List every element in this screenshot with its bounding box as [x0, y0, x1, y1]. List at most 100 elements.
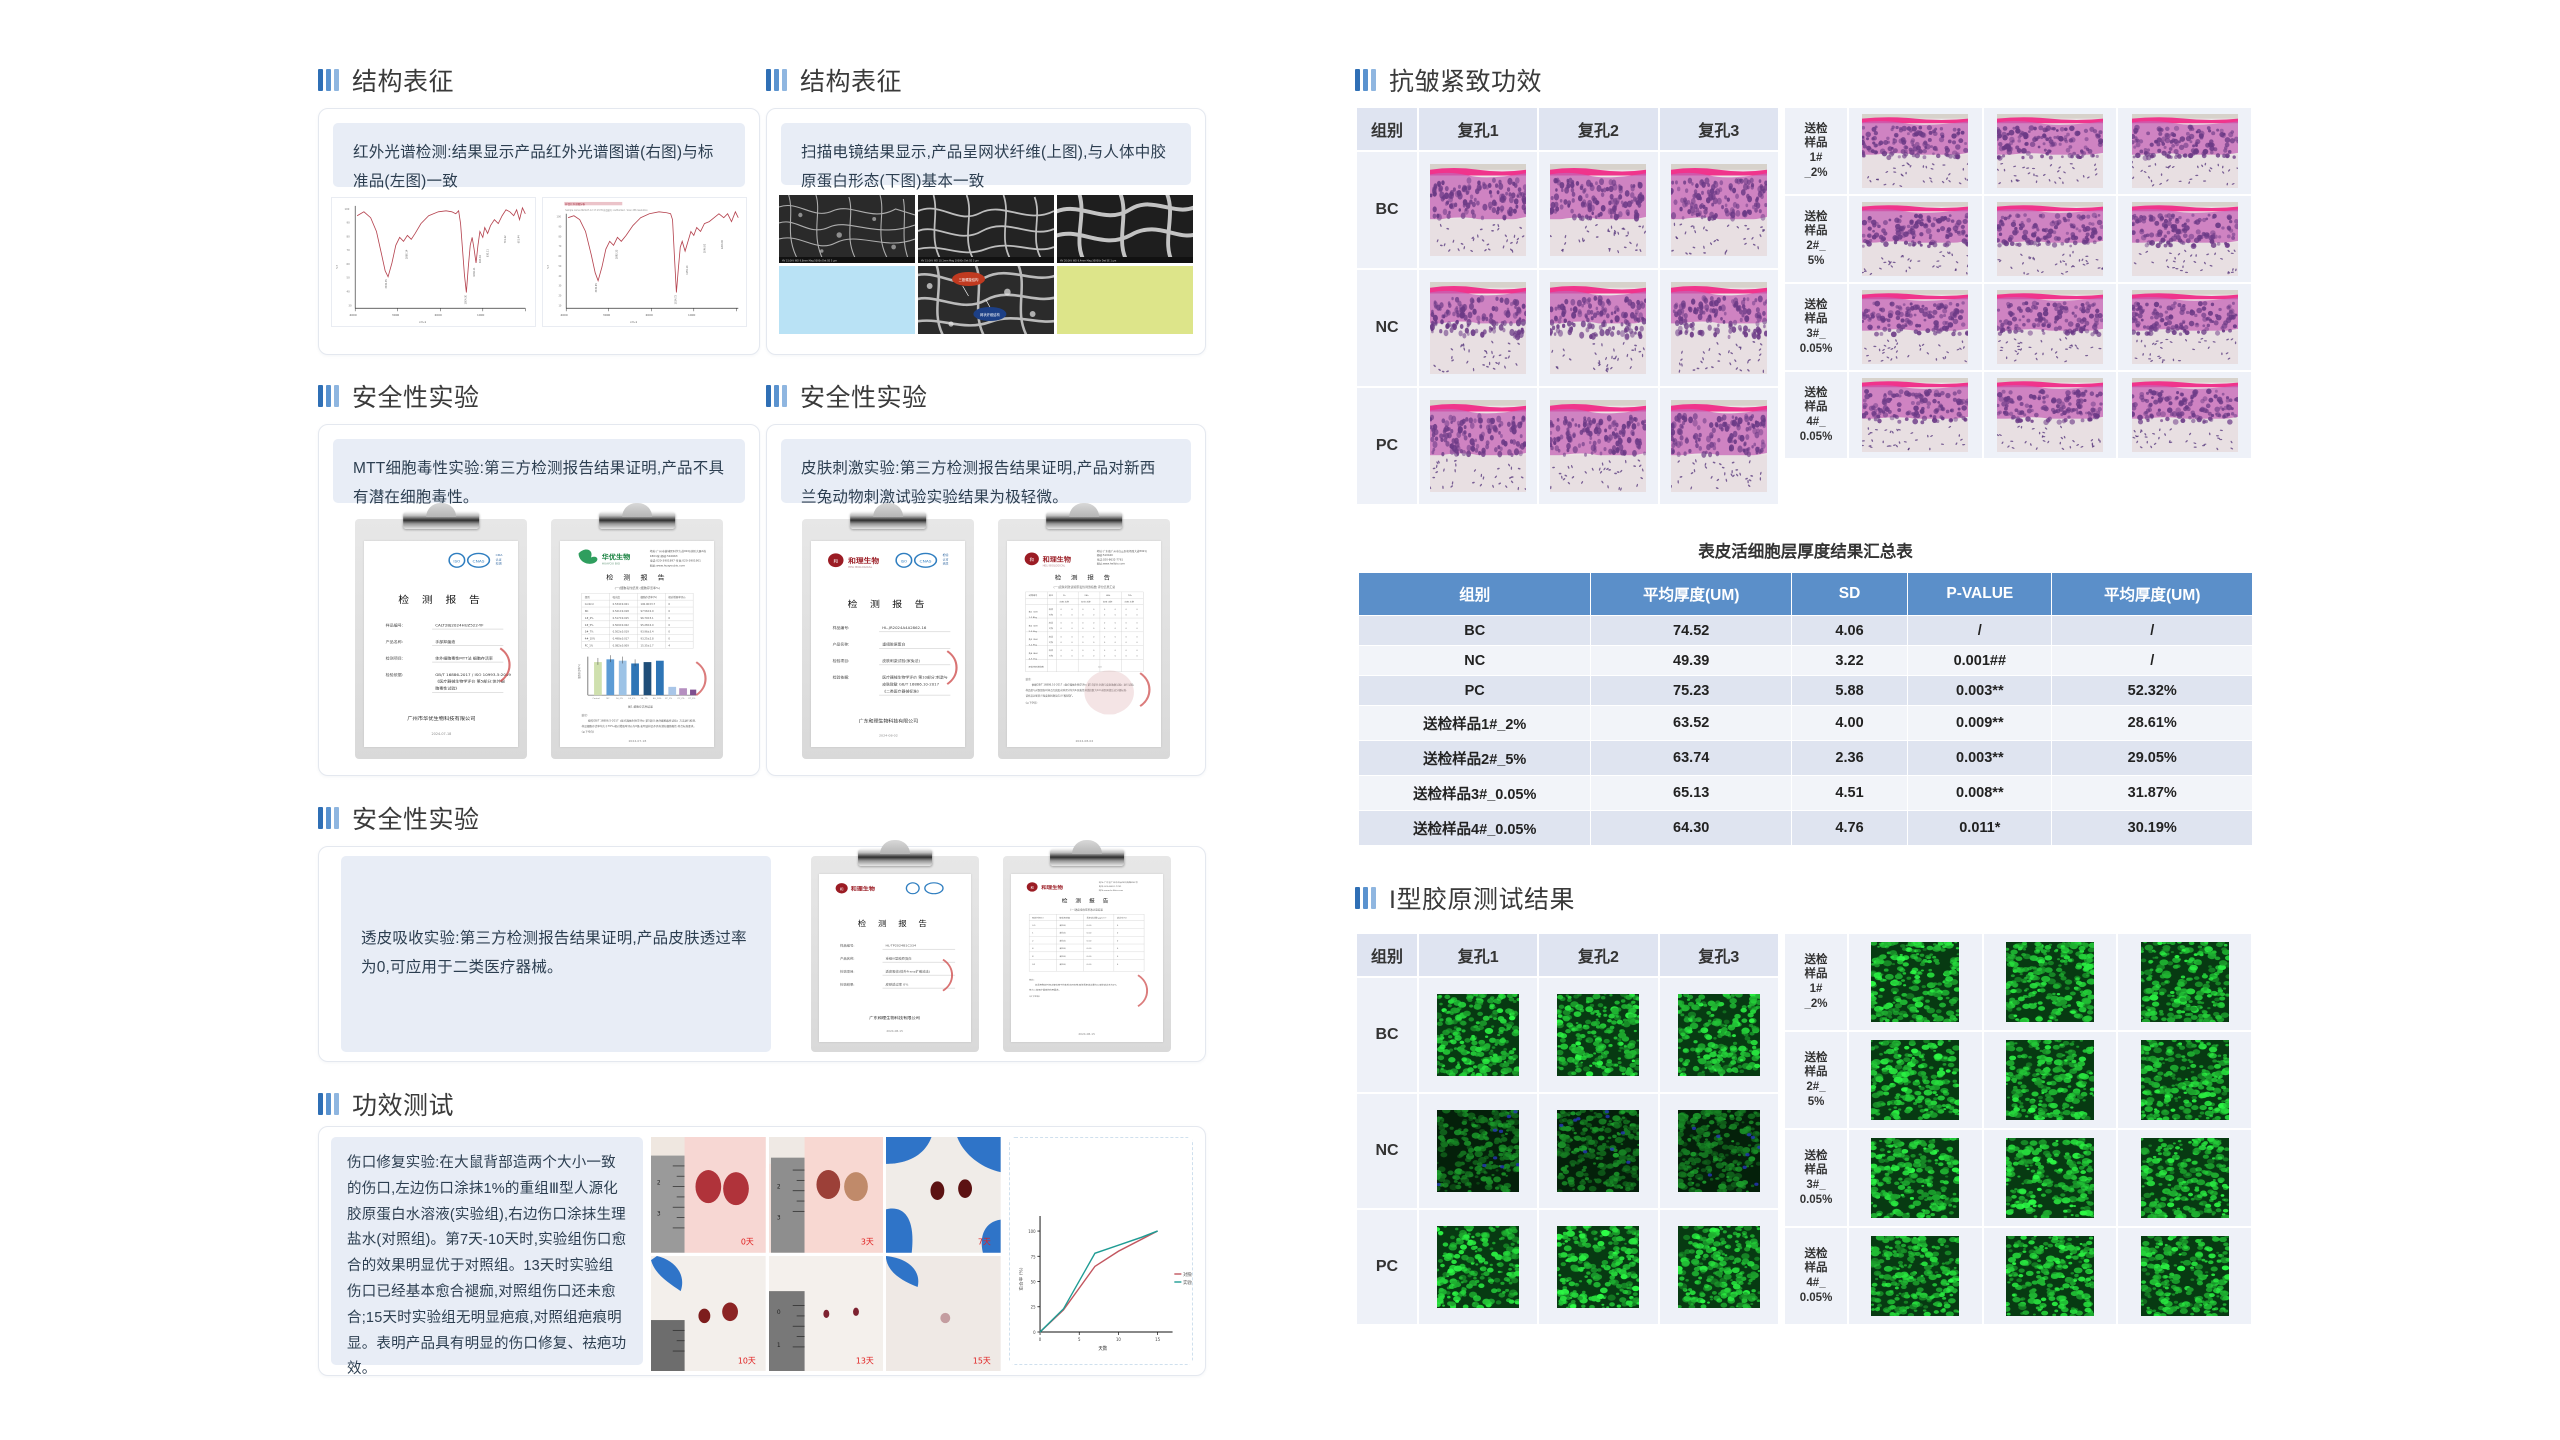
svg-text:邮编:510440: 邮编:510440: [1096, 553, 1113, 557]
section-heading-safety-mtt: 安全性实验: [318, 378, 480, 414]
svg-text:1801室 邮编:510663: 1801室 邮编:510663: [649, 554, 677, 558]
section-title: 抗皱紧致功效: [1389, 68, 1543, 96]
histology-image-cell: [2118, 108, 2251, 194]
table-row: 送检样品4#_0.05% 64.30 4.76 0.011* 30.19%: [1357, 810, 2253, 846]
fluorescence-micrograph: [1434, 1223, 1522, 1311]
histology-micrograph: [1548, 282, 1648, 374]
fluorescence-micrograph: [2137, 940, 2233, 1025]
sample-label: 送检 样品 3#_ 0.05%: [1785, 1130, 1847, 1226]
collagen-image-cell: [1419, 1094, 1538, 1208]
th-group: 组别: [1357, 934, 1417, 976]
svg-text:30: 30: [558, 285, 561, 288]
svg-text:0.00: 0.00: [1087, 963, 1093, 965]
svg-text:红斑 水肿: 红斑 水肿: [1103, 599, 1112, 603]
svg-text:《二类医疗器械标准》: 《二类医疗器械标准》: [882, 688, 921, 693]
svg-text:样品红外谱图分析: 样品红外谱图分析: [565, 202, 585, 206]
table-cell: 0.009**: [1907, 705, 2053, 741]
svg-text:0: 0: [1060, 622, 1062, 624]
section-bars-icon: [766, 385, 787, 407]
svg-text:HV 15.0kV WD 9.8mm Mag 5000x: HV 15.0kV WD 9.8mm Mag 5000x Det SE 5 µm: [782, 259, 838, 262]
column-header: 平均厚度(UM): [1590, 572, 1792, 616]
sample-label: 送检 样品 2#_ 5%: [1785, 196, 1847, 282]
svg-text:符合二类医疗器械的应用要求。: 符合二类医疗器械的应用要求。: [1030, 988, 1062, 992]
table-cell: 送检样品3#_0.05%: [1357, 775, 1592, 811]
table-row: PC 75.23 5.88 0.003** 52.32%: [1357, 675, 2253, 706]
fluorescence-micrograph: [1675, 1107, 1764, 1195]
histology-table-main: 组别 复孔1 复孔2 复孔3 BC NC: [1355, 106, 1780, 506]
thickness-table-block: 表皮活细胞层厚度结果汇总表 组别 平均厚度(UM) SD P-VALUE 平均厚度(UM…: [1357, 538, 2253, 846]
section-bars-icon: [318, 1093, 339, 1115]
svg-text:0: 0: [1071, 628, 1073, 630]
svg-text:(以下空白): (以下空白): [1025, 700, 1037, 704]
fluorescence-micrograph: [2137, 1038, 2233, 1123]
svg-text:0: 0: [1117, 940, 1119, 942]
table-cell: 63.74: [1590, 740, 1792, 776]
histology-micrograph: [1548, 400, 1648, 492]
table-collagen-samples: 送检 样品 1# _2% 送检 样品 2#_ 5% 送检 样品 3#_ 0.05% 送检 样品 4#_…: [1783, 932, 2253, 1326]
svg-text:兔2 (2#): 兔2 (2#): [1028, 623, 1037, 627]
svg-text:1000: 1000: [477, 313, 484, 317]
svg-text:体外细胞毒性MTT法 细胞存活率: 体外细胞毒性MTT法 细胞存活率: [435, 655, 493, 660]
svg-text:HUAYOU BIO: HUAYOU BIO: [601, 561, 620, 565]
section-title: I型胶原测试结果: [1389, 886, 1575, 914]
svg-text:0.00: 0.00: [1087, 956, 1093, 958]
histology-image-cell: [1659, 152, 1778, 268]
svg-text:2000: 2000: [645, 313, 652, 317]
th-rep3: 复孔3: [1659, 108, 1778, 150]
table-row: PC: [1357, 1210, 1778, 1324]
table-cell: PC: [1357, 675, 1592, 706]
svg-text:4: 4: [1033, 948, 1035, 950]
svg-text:检 测 报 告: 检 测 报 告: [1062, 897, 1112, 904]
svg-text:10: 10: [558, 304, 561, 307]
section-title: 结构表征: [800, 68, 903, 96]
svg-text:0: 0: [1071, 614, 1073, 616]
svg-text:0.00: 0.00: [1087, 925, 1093, 927]
svg-text:累积透过量(μg/cm²): 累积透过量(μg/cm²): [1087, 915, 1107, 919]
svg-text:细胞存活率(%): 细胞存活率(%): [577, 663, 581, 678]
svg-text:检测项目:: 检测项目:: [385, 655, 402, 660]
certificate-perm-data: 和 和理生物 地址:广东省广州市白云区机场路892号 电话:020-8632-7…: [1003, 849, 1171, 1052]
svg-text:0: 0: [1125, 614, 1127, 616]
svg-text:检 测 报 告: 检 测 报 告: [606, 573, 668, 581]
collagen-image-cell: [1983, 1032, 2117, 1128]
svg-text:Control: Control: [584, 603, 593, 606]
svg-text:0: 0: [1060, 650, 1062, 652]
svg-text:0.00: 0.00: [1087, 940, 1093, 942]
section-title: 结构表征: [352, 68, 455, 96]
note-mtt: MTT细胞毒性实验:第三方检测报告结果证明,产品不具有潜在细胞毒性。: [333, 439, 745, 506]
svg-text:HV 20.0kV WD 9.4mm Mag 30000: HV 20.0kV WD 9.4mm Mag 30000x Det SE 1 µ…: [1060, 259, 1117, 262]
histology-table-samples: 送检 样品 1# _2% 送检 样品 2#_ 5%: [1783, 106, 2253, 460]
table-cell: 75.23: [1590, 675, 1792, 706]
wound-photo-day3: 2 3 3天: [768, 1137, 884, 1253]
section-bars-icon: [318, 69, 339, 91]
section-heading-struct-right: 结构表征: [766, 62, 902, 98]
svg-text:皮肤刺激试验(家兔法): 皮肤刺激试验(家兔法): [882, 658, 920, 663]
section-heading-antiwrinkle: 抗皱紧致功效: [1355, 62, 1542, 98]
svg-text:0: 0: [1125, 636, 1127, 638]
svg-text:1: 1: [1033, 932, 1035, 934]
collagen-image-cell: [2118, 934, 2251, 1030]
svg-text:0: 0: [1117, 932, 1119, 934]
table-cell: 4.76: [1790, 810, 1909, 846]
svg-text:1h: 1h: [1062, 595, 1065, 597]
svg-text:对照: 对照: [1048, 653, 1052, 657]
section-title: 安全性实验: [352, 384, 480, 412]
svg-text:0: 0: [1082, 650, 1084, 652]
note-efficacy: 伤口修复实验:在大鼠背部造两个大小一致的伤口,左边伤口涂抹1%的重组Ⅲ型人源化胶…: [331, 1137, 643, 1377]
svg-text:产品名称:: 产品名称:: [841, 956, 855, 961]
svg-text:检验项目:: 检验项目:: [841, 968, 855, 973]
svg-text:2-3.0kg: 2-3.0kg: [1028, 630, 1037, 632]
svg-text:0: 0: [1125, 622, 1127, 624]
ir-spectrum-product: 样品红外谱图分析 Sample name 2024-07-12 17:13:35…: [542, 197, 747, 327]
svg-text:未检出: 未检出: [1060, 962, 1066, 966]
svg-text:%T: %T: [335, 264, 339, 268]
table-cell: 0.008**: [1907, 775, 2053, 811]
svg-text:0: 0: [1117, 963, 1119, 965]
histology-image-cell: [2118, 284, 2251, 370]
svg-text:0.502±0.019: 0.502±0.019: [612, 630, 629, 633]
svg-text:0: 0: [1071, 636, 1073, 638]
table-row: BC: [1357, 978, 1778, 1092]
svg-text:0: 0: [1093, 622, 1095, 624]
fluorescence-micrograph: [1868, 939, 1962, 1024]
table-cell: 28.61%: [2051, 705, 2253, 741]
